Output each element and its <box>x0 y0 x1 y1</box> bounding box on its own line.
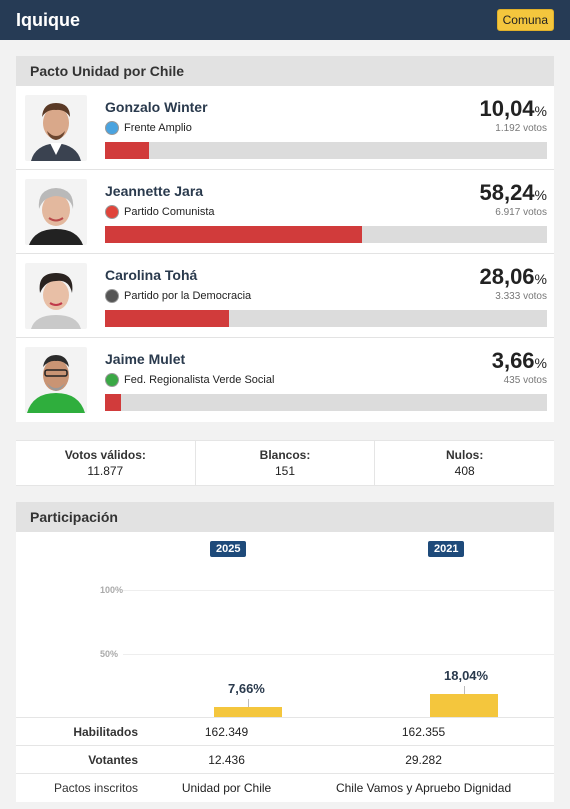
candidate-name: Jaime Mulet <box>105 351 186 367</box>
vote-share-fill <box>105 142 150 159</box>
blank-votes: Blancos: 151 <box>196 441 376 485</box>
candidate-party: Partido por la Democracia <box>105 289 251 303</box>
vote-share-bar <box>105 394 547 411</box>
valid-votes: Votos válidos: 11.877 <box>16 441 196 485</box>
participation-title: Participación <box>16 502 554 532</box>
candidate-row[interactable]: Gonzalo Winter Frente Amplio 10,04% 1.19… <box>16 86 554 170</box>
participation-bar-2021 <box>430 694 498 717</box>
candidate-percentage: 58,24% <box>479 180 547 205</box>
candidate-party: Partido Comunista <box>105 205 215 219</box>
pact-title: Pacto Unidad por Chile <box>16 56 554 86</box>
candidate-votes: 435 votos <box>503 375 547 386</box>
pact-section: Pacto Unidad por Chile Gonzalo Winter Fr… <box>16 56 554 422</box>
table-row: Votantes 12.436 29.282 <box>16 745 554 774</box>
candidate-photo <box>25 179 87 245</box>
null-votes: Nulos: 408 <box>446 448 484 478</box>
candidate-photo <box>25 347 87 413</box>
candidate-name: Jeannette Jara <box>105 183 204 199</box>
commune-badge[interactable]: Comuna <box>496 9 554 31</box>
party-name: Partido Comunista <box>124 206 215 218</box>
gridline-50 <box>123 654 554 655</box>
candidate-percentage: 3,66% <box>491 348 547 373</box>
participation-chart: 2025 2021 100% 50% 7,66% 18,04% <box>16 532 554 717</box>
gridline-label-100: 100% <box>100 585 124 595</box>
vote-share-fill <box>105 310 230 327</box>
year-badge-2025: 2025 <box>210 541 247 557</box>
candidate-party: Fed. Regionalista Verde Social <box>105 373 274 387</box>
candidate-photo <box>25 95 87 161</box>
participation-tick-2021 <box>464 686 465 695</box>
candidate-percentage: 10,04% <box>479 96 547 121</box>
participation-table: Habilitados 162.349 162.355 Votantes 12.… <box>16 717 554 802</box>
candidate-votes: 6.917 votos <box>495 207 547 218</box>
participation-bar-2025 <box>214 707 282 717</box>
party-name: Partido por la Democracia <box>124 290 252 302</box>
candidate-name: Gonzalo Winter <box>105 99 208 115</box>
candidate-percentage: 28,06% <box>479 264 547 289</box>
table-row: Pactos inscritos Unidad por Chile Chile … <box>16 773 554 802</box>
vote-totals: Votos válidos: 11.877 Blancos: 151 Nulos… <box>16 440 554 486</box>
candidate-votes: 1.192 votos <box>495 123 547 134</box>
party-name: Fed. Regionalista Verde Social <box>124 374 275 386</box>
participation-label-2025: 7,66% <box>228 681 265 697</box>
candidate-row[interactable]: Carolina Tohá Partido por la Democracia … <box>16 254 554 338</box>
party-logo-icon <box>105 289 119 303</box>
vote-share-fill <box>105 226 363 243</box>
candidate-row[interactable]: Jaime Mulet Fed. Regionalista Verde Soci… <box>16 338 554 422</box>
candidate-votes: 3.333 votos <box>495 291 547 302</box>
candidate-photo <box>25 263 87 329</box>
gridline-100 <box>123 590 554 591</box>
commune-title: Iquique <box>16 9 80 30</box>
gridline-label-50: 50% <box>100 649 119 659</box>
vote-share-bar <box>105 142 547 159</box>
participation-label-2021: 18,04% <box>444 668 489 684</box>
year-badge-2021: 2021 <box>428 541 465 557</box>
participation-section: Participación 2025 2021 100% 50% 7,66% 1… <box>16 502 554 802</box>
candidate-name: Carolina Tohá <box>105 267 198 283</box>
candidate-party: Frente Amplio <box>105 121 192 135</box>
party-logo-icon <box>105 121 119 135</box>
party-name: Frente Amplio <box>124 122 192 134</box>
vote-share-bar <box>105 226 547 243</box>
table-row: Habilitados 162.349 162.355 <box>16 717 554 746</box>
vote-share-bar <box>105 310 547 327</box>
party-logo-icon <box>105 373 119 387</box>
page-header: Iquique Comuna <box>0 0 570 40</box>
participation-tick-2025 <box>248 699 249 708</box>
party-logo-icon <box>105 205 119 219</box>
vote-share-fill <box>105 394 122 411</box>
candidate-row[interactable]: Jeannette Jara Partido Comunista 58,24% … <box>16 170 554 254</box>
